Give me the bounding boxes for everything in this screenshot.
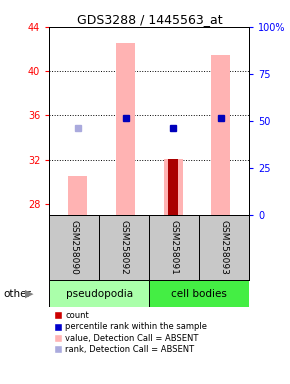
Text: cell bodies: cell bodies	[171, 289, 227, 299]
Bar	[149, 215, 199, 280]
Text: GSM258092: GSM258092	[120, 220, 129, 275]
Legend: count, percentile rank within the sample, value, Detection Call = ABSENT, rank, : count, percentile rank within the sample…	[53, 311, 207, 354]
Text: ▶: ▶	[25, 289, 33, 299]
Text: GSM258090: GSM258090	[70, 220, 79, 275]
Text: GSM258091: GSM258091	[170, 220, 179, 275]
Text: pseudopodia: pseudopodia	[66, 289, 133, 299]
Bar	[116, 43, 135, 215]
Bar	[49, 280, 149, 307]
Bar	[211, 55, 230, 215]
Bar	[49, 215, 99, 280]
Bar	[200, 215, 249, 280]
Text: other: other	[3, 289, 31, 299]
Bar	[99, 215, 149, 280]
Text: GSM258093: GSM258093	[220, 220, 229, 275]
Title: GDS3288 / 1445563_at: GDS3288 / 1445563_at	[77, 13, 222, 26]
Bar	[149, 280, 249, 307]
Bar	[168, 159, 178, 215]
Bar	[68, 176, 87, 215]
Bar	[164, 159, 183, 215]
